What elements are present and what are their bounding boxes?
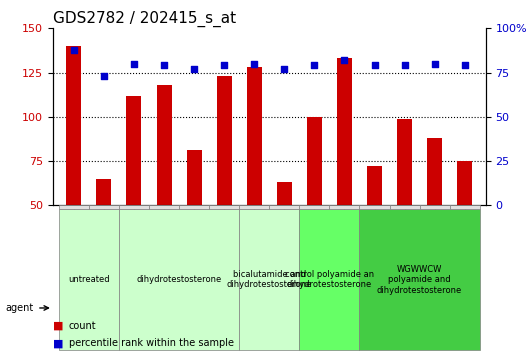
Point — [340, 57, 348, 63]
FancyBboxPatch shape — [179, 205, 209, 209]
FancyBboxPatch shape — [360, 209, 480, 350]
Bar — [367, 166, 382, 294]
FancyBboxPatch shape — [299, 209, 360, 350]
Point — [130, 61, 138, 67]
Point — [250, 61, 259, 67]
Text: agent: agent — [5, 303, 34, 313]
FancyBboxPatch shape — [89, 205, 119, 209]
FancyBboxPatch shape — [149, 205, 179, 209]
FancyBboxPatch shape — [119, 209, 239, 350]
Point — [190, 66, 199, 72]
Bar — [397, 119, 412, 294]
FancyBboxPatch shape — [59, 205, 89, 209]
FancyBboxPatch shape — [119, 205, 149, 209]
FancyBboxPatch shape — [239, 209, 299, 350]
Point — [460, 63, 469, 68]
Bar — [67, 46, 81, 294]
Bar — [156, 85, 172, 294]
Point — [160, 63, 168, 68]
FancyBboxPatch shape — [420, 205, 450, 209]
FancyBboxPatch shape — [360, 205, 390, 209]
Bar — [216, 76, 232, 294]
Bar — [127, 96, 142, 294]
Text: dihydrotestosterone: dihydrotestosterone — [136, 275, 222, 284]
FancyBboxPatch shape — [59, 209, 119, 350]
Bar — [427, 138, 442, 294]
FancyBboxPatch shape — [299, 205, 329, 209]
Bar — [247, 67, 262, 294]
Text: percentile rank within the sample: percentile rank within the sample — [69, 338, 233, 348]
Point — [100, 73, 108, 79]
Point — [400, 63, 409, 68]
Point — [430, 61, 439, 67]
Text: ■: ■ — [53, 338, 63, 348]
Point — [280, 66, 288, 72]
Text: ■: ■ — [53, 321, 63, 331]
Bar — [277, 182, 292, 294]
Point — [310, 63, 318, 68]
FancyBboxPatch shape — [269, 205, 299, 209]
FancyBboxPatch shape — [450, 205, 480, 209]
Bar — [186, 150, 202, 294]
FancyBboxPatch shape — [329, 205, 360, 209]
FancyBboxPatch shape — [209, 205, 239, 209]
Text: WGWWCW
polyamide and
dihydrotestosterone: WGWWCW polyamide and dihydrotestosterone — [377, 265, 462, 295]
Bar — [337, 58, 352, 294]
Bar — [97, 179, 111, 294]
Text: bicalutamide and
dihydrotestosterone: bicalutamide and dihydrotestosterone — [227, 270, 312, 289]
FancyBboxPatch shape — [239, 205, 269, 209]
Text: untreated: untreated — [68, 275, 110, 284]
Point — [370, 63, 379, 68]
Text: control polyamide an
dihydrotestosterone: control polyamide an dihydrotestosterone — [285, 270, 374, 289]
Bar — [307, 117, 322, 294]
Point — [220, 63, 229, 68]
Text: count: count — [69, 321, 96, 331]
Bar — [457, 161, 472, 294]
Point — [70, 47, 78, 52]
Text: GDS2782 / 202415_s_at: GDS2782 / 202415_s_at — [53, 11, 236, 27]
FancyBboxPatch shape — [390, 205, 420, 209]
